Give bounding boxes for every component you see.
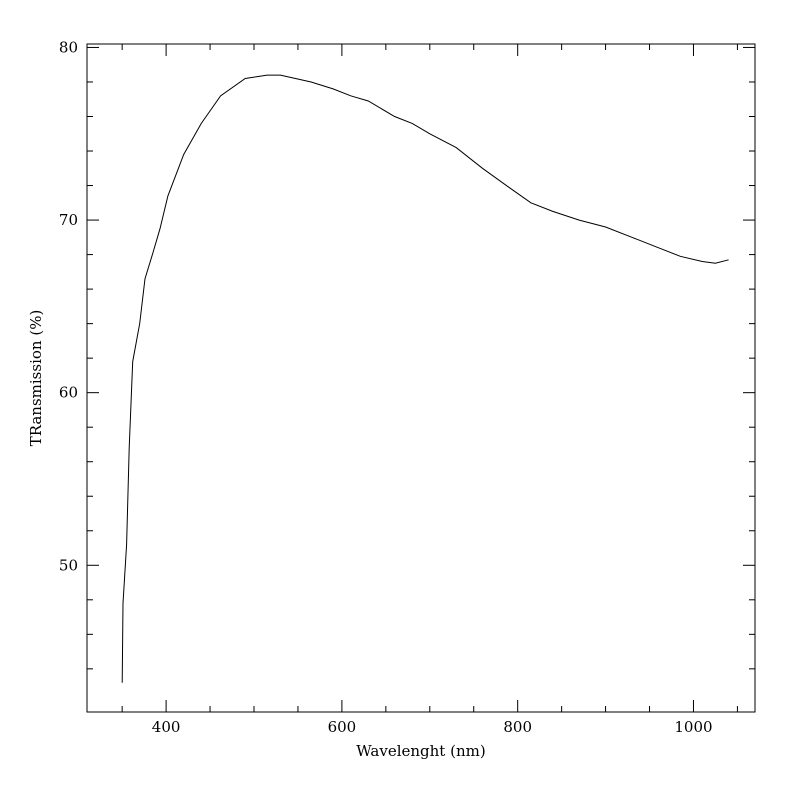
y-tick-label: 60 bbox=[59, 384, 78, 402]
y-axis-label: TRansmission (%) bbox=[27, 310, 45, 447]
y-tick-label: 80 bbox=[59, 38, 78, 56]
axis-ticks bbox=[87, 44, 755, 712]
transmission-curve bbox=[121, 74, 729, 683]
x-axis-label: Wavelenght (nm) bbox=[356, 742, 485, 760]
x-tick-label: 600 bbox=[328, 718, 357, 736]
x-tick-label: 800 bbox=[503, 718, 532, 736]
x-tick-label: 1000 bbox=[674, 718, 712, 736]
plot-frame bbox=[86, 43, 756, 713]
y-tick-label: 70 bbox=[59, 211, 78, 229]
y-tick-label: 50 bbox=[59, 556, 78, 574]
x-tick-label: 400 bbox=[152, 718, 181, 736]
series-layer bbox=[121, 74, 729, 683]
axis-tick-labels: 400 600 800 1000 50 60 70 80 bbox=[59, 38, 713, 736]
